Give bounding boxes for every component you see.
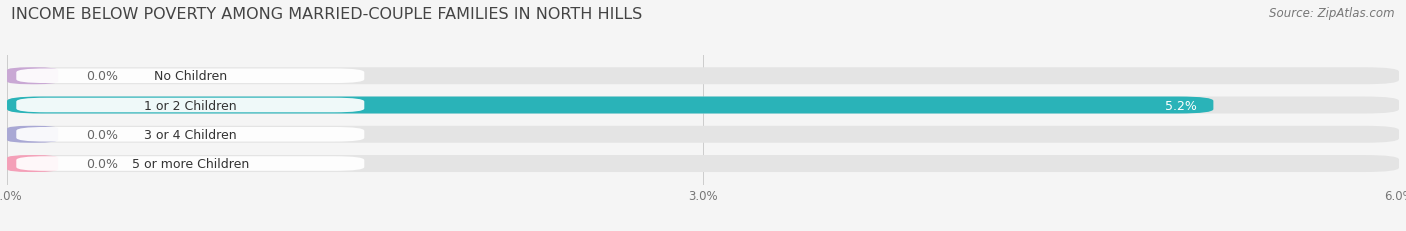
Text: 1 or 2 Children: 1 or 2 Children <box>143 99 236 112</box>
Text: 3 or 4 Children: 3 or 4 Children <box>143 128 236 141</box>
FancyBboxPatch shape <box>7 155 58 172</box>
FancyBboxPatch shape <box>7 97 1399 114</box>
FancyBboxPatch shape <box>7 97 1213 114</box>
Text: 5 or more Children: 5 or more Children <box>132 157 249 170</box>
Text: 0.0%: 0.0% <box>86 70 118 83</box>
Text: 5.2%: 5.2% <box>1166 99 1197 112</box>
Text: No Children: No Children <box>153 70 226 83</box>
FancyBboxPatch shape <box>7 68 1399 85</box>
Text: INCOME BELOW POVERTY AMONG MARRIED-COUPLE FAMILIES IN NORTH HILLS: INCOME BELOW POVERTY AMONG MARRIED-COUPL… <box>11 7 643 22</box>
Text: 0.0%: 0.0% <box>86 128 118 141</box>
FancyBboxPatch shape <box>7 155 1399 172</box>
FancyBboxPatch shape <box>17 98 364 113</box>
FancyBboxPatch shape <box>7 126 58 143</box>
FancyBboxPatch shape <box>7 68 58 85</box>
FancyBboxPatch shape <box>17 128 364 142</box>
Text: 0.0%: 0.0% <box>86 157 118 170</box>
FancyBboxPatch shape <box>17 69 364 84</box>
FancyBboxPatch shape <box>7 126 1399 143</box>
Text: Source: ZipAtlas.com: Source: ZipAtlas.com <box>1270 7 1395 20</box>
FancyBboxPatch shape <box>17 157 364 171</box>
